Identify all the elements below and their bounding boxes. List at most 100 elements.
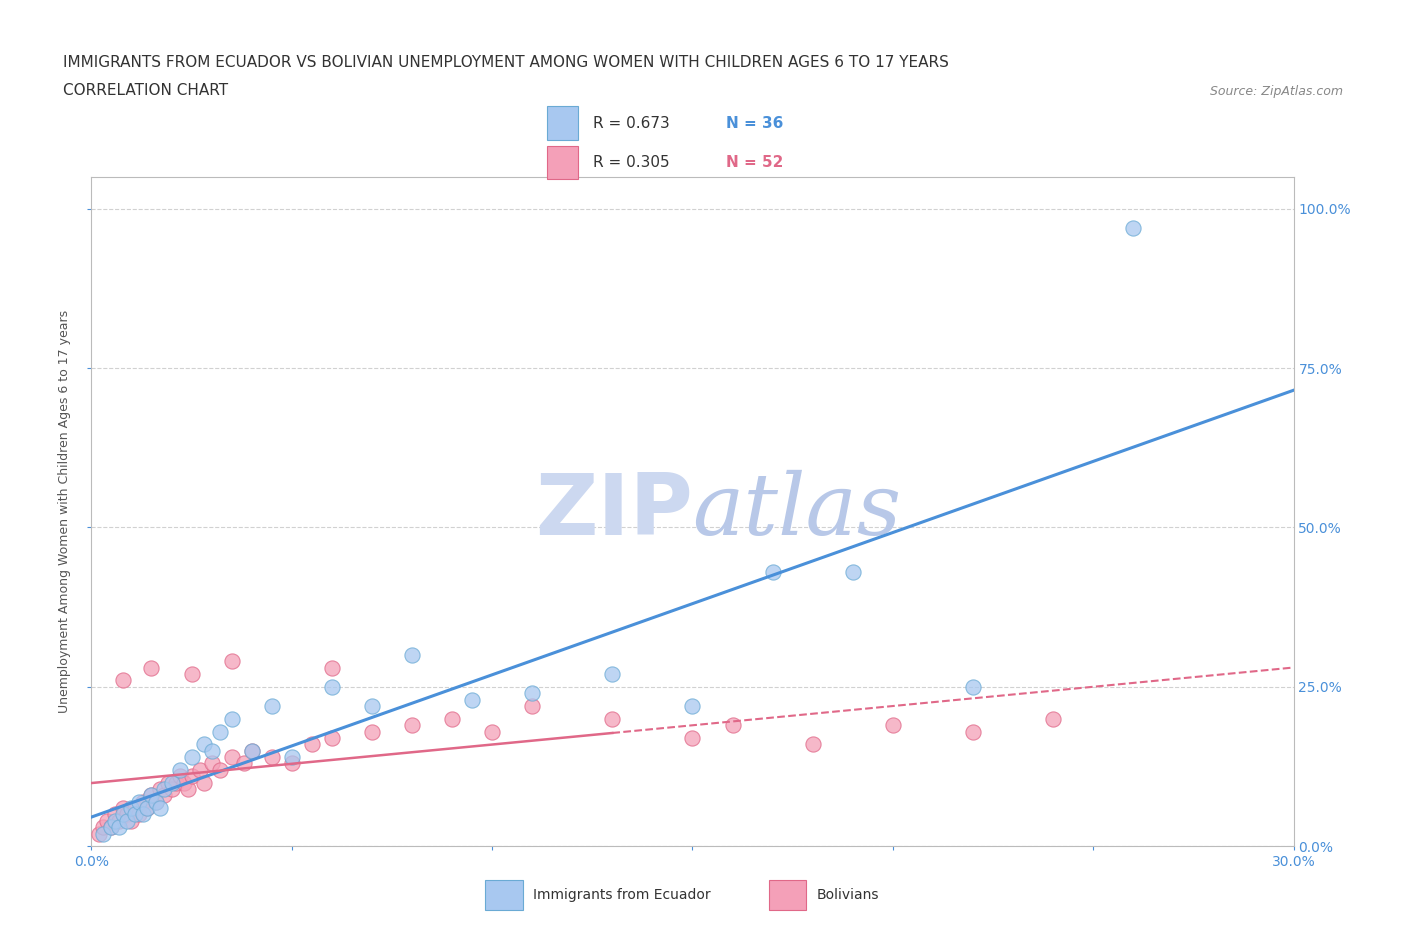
Point: [141, 788, 163, 803]
Point: [962, 680, 984, 695]
Text: ZIP: ZIP: [534, 470, 692, 553]
Point: [762, 565, 785, 579]
Point: [602, 667, 624, 682]
Point: [180, 667, 202, 682]
Point: [321, 660, 343, 675]
Point: [169, 763, 191, 777]
Point: [145, 794, 167, 809]
Point: [360, 724, 382, 739]
Point: [156, 775, 179, 790]
Point: [96, 814, 118, 829]
Point: [165, 775, 187, 790]
Text: Source: ZipAtlas.com: Source: ZipAtlas.com: [1209, 85, 1343, 98]
Point: [221, 711, 243, 726]
Point: [148, 801, 170, 816]
Point: [93, 819, 115, 834]
Point: [401, 718, 423, 733]
Point: [201, 743, 224, 758]
Point: [801, 737, 824, 751]
Point: [360, 698, 382, 713]
Text: Bolivians: Bolivians: [817, 888, 879, 902]
Point: [160, 781, 183, 796]
Point: [1122, 220, 1144, 235]
Point: [108, 814, 131, 829]
Text: IMMIGRANTS FROM ECUADOR VS BOLIVIAN UNEMPLOYMENT AMONG WOMEN WITH CHILDREN AGES : IMMIGRANTS FROM ECUADOR VS BOLIVIAN UNEM…: [63, 55, 949, 70]
Point: [128, 807, 150, 822]
Point: [104, 807, 127, 822]
Point: [440, 711, 463, 726]
Point: [132, 794, 155, 809]
Point: [193, 775, 215, 790]
Point: [882, 718, 904, 733]
Point: [681, 730, 703, 745]
Point: [602, 711, 624, 726]
Point: [124, 807, 146, 822]
Y-axis label: Unemployment Among Women with Children Ages 6 to 17 years: Unemployment Among Women with Children A…: [58, 310, 72, 713]
Point: [721, 718, 744, 733]
Point: [136, 801, 159, 816]
Point: [104, 814, 127, 829]
Point: [132, 807, 155, 822]
Point: [1042, 711, 1064, 726]
Point: [281, 756, 304, 771]
Point: [240, 743, 263, 758]
Point: [401, 647, 423, 662]
Bar: [547, 106, 578, 140]
Point: [221, 750, 243, 764]
Point: [124, 801, 146, 816]
Point: [117, 814, 139, 829]
Point: [112, 801, 135, 816]
Point: [169, 769, 191, 784]
Point: [281, 750, 304, 764]
Point: [681, 698, 703, 713]
Text: R = 0.673: R = 0.673: [593, 115, 669, 131]
Point: [112, 673, 135, 688]
Point: [180, 750, 202, 764]
Text: R = 0.305: R = 0.305: [593, 155, 669, 170]
Point: [145, 794, 167, 809]
Point: [260, 698, 283, 713]
Point: [93, 826, 115, 841]
Point: [321, 680, 343, 695]
Point: [201, 756, 224, 771]
Point: [221, 654, 243, 669]
Point: [208, 724, 231, 739]
Text: N = 52: N = 52: [725, 155, 783, 170]
Point: [128, 794, 150, 809]
Point: [141, 788, 163, 803]
Point: [321, 730, 343, 745]
Point: [89, 826, 111, 841]
Point: [240, 743, 263, 758]
Point: [962, 724, 984, 739]
Point: [841, 565, 863, 579]
Point: [232, 756, 254, 771]
Point: [180, 769, 202, 784]
Point: [121, 801, 143, 816]
Point: [117, 807, 139, 822]
Point: [260, 750, 283, 764]
Point: [188, 763, 211, 777]
Point: [112, 807, 135, 822]
Text: N = 36: N = 36: [725, 115, 783, 131]
Point: [160, 775, 183, 790]
Point: [100, 819, 122, 834]
Text: atlas: atlas: [692, 471, 901, 552]
Point: [208, 763, 231, 777]
Point: [121, 814, 143, 829]
Bar: [547, 146, 578, 179]
Point: [148, 781, 170, 796]
Point: [136, 801, 159, 816]
Point: [141, 660, 163, 675]
Point: [522, 698, 544, 713]
Point: [152, 788, 174, 803]
Text: CORRELATION CHART: CORRELATION CHART: [63, 83, 228, 98]
Point: [100, 819, 122, 834]
Point: [193, 737, 215, 751]
Text: Immigrants from Ecuador: Immigrants from Ecuador: [533, 888, 711, 902]
Bar: [769, 880, 806, 910]
Point: [461, 692, 484, 707]
Point: [522, 685, 544, 700]
Point: [301, 737, 323, 751]
Point: [173, 775, 195, 790]
Point: [152, 781, 174, 796]
